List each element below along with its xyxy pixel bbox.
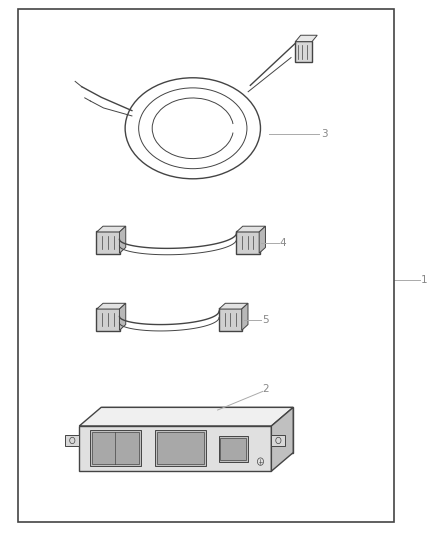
Polygon shape <box>272 434 286 446</box>
Polygon shape <box>97 226 126 232</box>
Polygon shape <box>101 407 293 453</box>
Polygon shape <box>295 35 317 42</box>
Polygon shape <box>65 434 79 446</box>
FancyBboxPatch shape <box>295 41 312 62</box>
FancyBboxPatch shape <box>92 432 139 464</box>
Polygon shape <box>79 407 293 426</box>
Text: 5: 5 <box>262 314 269 325</box>
FancyBboxPatch shape <box>90 430 141 466</box>
FancyBboxPatch shape <box>220 438 246 460</box>
Polygon shape <box>237 226 265 232</box>
Polygon shape <box>259 226 265 253</box>
FancyBboxPatch shape <box>236 231 260 254</box>
FancyBboxPatch shape <box>157 432 204 464</box>
FancyBboxPatch shape <box>155 430 206 466</box>
Polygon shape <box>219 303 248 309</box>
Polygon shape <box>272 407 293 471</box>
FancyBboxPatch shape <box>96 231 120 254</box>
Polygon shape <box>79 426 272 471</box>
FancyBboxPatch shape <box>96 309 120 331</box>
Text: 4: 4 <box>280 238 286 247</box>
Polygon shape <box>97 303 126 309</box>
FancyBboxPatch shape <box>219 436 248 462</box>
Polygon shape <box>120 226 126 253</box>
Polygon shape <box>120 303 126 330</box>
Text: 2: 2 <box>263 384 269 394</box>
Text: 1: 1 <box>421 275 428 285</box>
Polygon shape <box>242 303 248 330</box>
Text: 3: 3 <box>321 128 328 139</box>
FancyBboxPatch shape <box>219 309 242 331</box>
